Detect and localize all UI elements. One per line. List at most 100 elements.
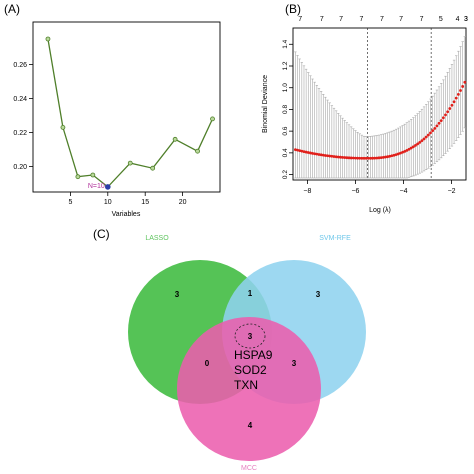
- venn-count-lasso-only: 3: [175, 290, 180, 299]
- panel-b-deviance-point: [364, 156, 368, 160]
- panel-b-deviance-point: [319, 153, 323, 157]
- panel-b-deviance-point: [324, 154, 327, 157]
- panel-b-deviance-point: [388, 154, 392, 158]
- panel-b-top-axis-label: 3: [464, 16, 468, 23]
- panel-b-deviance-point: [396, 152, 400, 156]
- panel-b-deviance-point: [354, 156, 357, 160]
- panel-b-deviance-point: [379, 156, 383, 160]
- panel-b-deviance-point: [362, 156, 366, 160]
- panel-b-deviance-point: [343, 156, 347, 159]
- panel-b-top-axis-label: 3: [464, 16, 468, 23]
- panel-b-deviance-point: [347, 156, 351, 160]
- panel-b-top-axis-label: 7: [320, 16, 324, 23]
- panel-b-top-axis-label: 7: [339, 16, 343, 23]
- panel-b-deviance-point: [317, 153, 321, 156]
- panel-b-deviance-point: [366, 156, 370, 160]
- panel-b-y-tick-label: 1.2: [282, 61, 289, 70]
- panel-a-data-point: [195, 148, 200, 154]
- panel-b-deviance-point: [296, 148, 299, 152]
- venn-shared-gene-2: SOD2: [234, 363, 267, 377]
- venn-circle-mcc: [177, 317, 321, 461]
- panel-b-deviance-point: [294, 148, 297, 152]
- panel-a-x-tick-label: 15: [141, 199, 149, 206]
- panel-b-deviance-point: [298, 149, 302, 153]
- panel-a-label: (A): [4, 2, 20, 16]
- panel-b-top-axis-label: 7: [298, 16, 302, 23]
- panel-b-y-tick-label: 1.4: [282, 39, 289, 48]
- panel-a-x-axis-title: Variables: [112, 211, 141, 218]
- panel-b-deviance-point: [377, 156, 381, 160]
- panel-b-y-tick-label: 0.8: [282, 105, 289, 114]
- venn-count-mcc-only: 4: [248, 421, 253, 430]
- panel-b-deviance-point: [399, 151, 402, 155]
- panel-b-y-tick-label: 0.6: [282, 126, 289, 135]
- panel-b-deviance-point: [311, 151, 314, 155]
- panel-a-y-tick-label: 0.24: [13, 96, 27, 103]
- panel-b-deviance-point: [321, 153, 325, 157]
- panel-b-deviance-point: [375, 156, 379, 160]
- panel-b-y-tick-label: 1.0: [282, 83, 289, 92]
- panel-b-deviance-point: [444, 113, 447, 117]
- panel-b-y-axis: 0.2 0.4 0.6 0.8 1.0 1.2 1.4: [282, 39, 293, 179]
- panel-b-deviance-point: [369, 156, 372, 160]
- panel-b-deviance-point: [420, 139, 424, 143]
- panel-a-data-point: [60, 125, 66, 130]
- venn-set-label-mcc: MCC: [241, 465, 257, 472]
- venn-set-label-svm-rfe: SVM-RFE: [319, 235, 351, 242]
- venn-circles: [128, 260, 366, 461]
- panel-b-deviance-point: [339, 155, 342, 159]
- panel-b-deviance-point: [328, 154, 332, 158]
- panel-a-y-tick-label: 0.20: [13, 164, 27, 171]
- panel-b-deviance-point: [345, 156, 349, 160]
- panel-a-data-point: [75, 174, 81, 180]
- panel-a-y-axis: 0.20 0.22 0.24 0.26: [13, 62, 33, 171]
- panel-b-x-tick-label: −6: [351, 188, 359, 195]
- panel-a-x-tick-label: 20: [179, 199, 187, 206]
- panel-b-deviance-point: [392, 153, 396, 157]
- panel-a-y-tick-label: 0.26: [13, 62, 27, 69]
- panel-b-deviance-point: [394, 153, 398, 157]
- panel-a-optimum-annotation: N=10: [88, 183, 105, 190]
- panel-b-x-axis: −8 −6 −4 −2: [303, 180, 456, 195]
- panel-b-deviance-point: [414, 143, 417, 147]
- venn-shared-gene-3: TXN: [234, 378, 258, 392]
- panel-b-deviance-point: [351, 156, 355, 160]
- panel-b-deviance-point: [356, 156, 359, 160]
- panel-b-deviance-point: [358, 156, 362, 160]
- panel-b-deviance-point: [409, 146, 413, 150]
- panel-b-deviance-point: [418, 140, 422, 144]
- venn-count-lasso-svm: 1: [248, 289, 253, 298]
- panel-a-y-tick-label: 0.22: [13, 130, 27, 137]
- panel-b-top-axis-label: 4: [456, 16, 460, 23]
- panel-a-data-point: [105, 184, 111, 190]
- venn-count-lasso-mcc: 0: [205, 359, 210, 368]
- panel-b-deviance-point: [431, 129, 435, 133]
- panel-b-top-axis-label: 7: [380, 16, 384, 23]
- panel-b-lambda-lines: [367, 28, 432, 180]
- panel-b-deviance-point: [373, 156, 377, 160]
- panel-b-deviance-point: [403, 149, 407, 153]
- panel-b: (B) 7 7 7 7 7 7 7 5 4 33 0.20.40.60.81.01.21.4 −8…: [262, 2, 468, 214]
- panel-b-deviance-point: [309, 151, 312, 155]
- panel-a: (A) 0.20 0.22 0.24 0.26 5 10 15 20 Variables N…: [4, 2, 221, 218]
- panel-b-deviance-point: [407, 147, 411, 151]
- panel-a-x-axis: 5 10 15 20: [68, 192, 187, 206]
- panel-b-deviance-point: [315, 152, 319, 156]
- panel-c: (C) LASSO SVM-RFE MCC 3 3 4 1 0 3 3 HSPA…: [93, 227, 366, 472]
- panel-b-deviance-point: [302, 150, 306, 154]
- panel-a-series: N=10: [45, 36, 215, 190]
- panel-b-x-tick-label: −4: [400, 188, 408, 195]
- panel-b-plot-frame: [292, 27, 467, 181]
- panel-a-x-tick-label: 10: [104, 199, 112, 206]
- panel-b-deviance-point: [349, 156, 353, 160]
- panel-b-deviance-point: [454, 96, 458, 100]
- panel-b-deviance-point: [429, 131, 432, 135]
- panel-b-deviance-point: [441, 116, 445, 120]
- panel-b-top-axis-label: 5: [439, 16, 443, 23]
- panel-b-deviance-point: [452, 100, 456, 104]
- panel-b-top-axis: 7 7 7 7 7 7 7 5 4 33: [298, 16, 468, 23]
- panel-b-deviance-point: [304, 150, 308, 154]
- panel-b-top-axis-label: 7: [399, 16, 403, 23]
- panel-b-deviance-point: [437, 121, 441, 125]
